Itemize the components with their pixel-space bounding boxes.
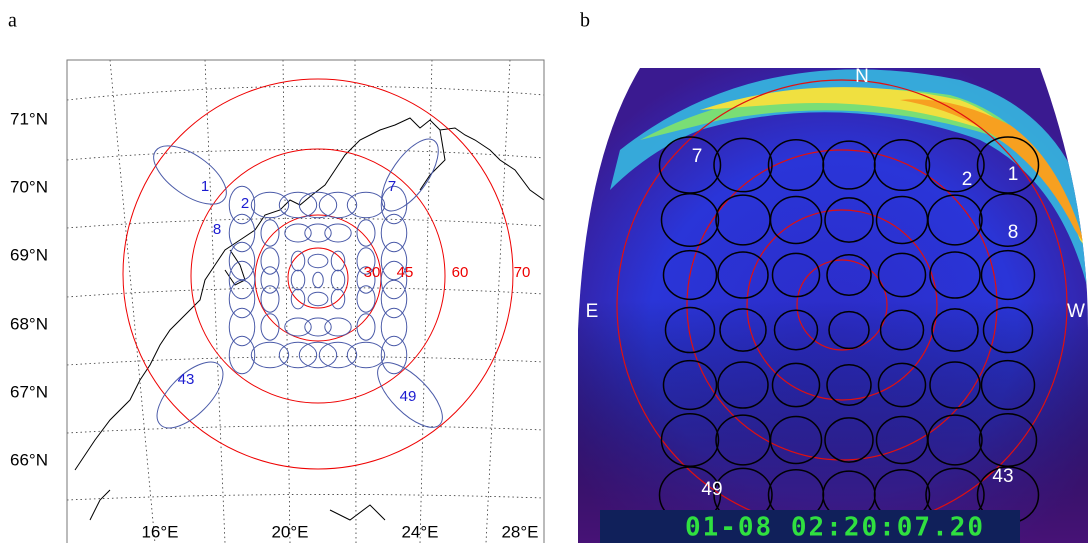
beam: [251, 192, 288, 218]
beam: [251, 342, 288, 368]
beam: [305, 318, 331, 336]
lat-label: 71°N: [10, 109, 48, 128]
beam-label: 49: [400, 388, 417, 405]
ring-label: 30: [364, 264, 381, 281]
lon-label: 24°E: [401, 522, 438, 541]
lon-label: 28°E: [501, 522, 538, 541]
coastline: [75, 118, 544, 520]
beam: [305, 224, 331, 242]
beam: [357, 286, 375, 312]
beam: [331, 270, 345, 290]
beam: [313, 272, 324, 287]
compass-label: N: [855, 66, 869, 87]
beam-label: 1: [1008, 164, 1019, 185]
lat-label: 66°N: [10, 450, 48, 469]
beam: [357, 314, 375, 340]
beam: [285, 318, 311, 336]
graticule: [67, 60, 544, 543]
beam: [261, 314, 279, 340]
beam: [308, 254, 328, 268]
ring-label: 70: [514, 264, 531, 281]
lon-label: 20°E: [271, 522, 308, 541]
longitude-labels: 16°E 20°E 24°E 28°E: [141, 522, 538, 541]
beam: [229, 308, 255, 345]
lon-label: 16°E: [141, 522, 178, 541]
beam: [325, 224, 351, 242]
figure: a 71°N 70°N 69°N 68°N 67°N 66°N 16°E 20°…: [0, 0, 1088, 543]
panel-label: b: [580, 10, 590, 32]
beam: [319, 342, 356, 368]
beam: [299, 342, 336, 368]
beam-label: 8: [1008, 222, 1019, 243]
beam: [279, 342, 316, 368]
panel-label: a: [8, 10, 17, 32]
beam: [347, 192, 384, 218]
beam: [381, 214, 407, 251]
latitude-labels: 71°N 70°N 69°N 68°N 67°N 66°N: [10, 109, 48, 469]
compass-label: W: [1067, 301, 1085, 322]
beam: [291, 270, 305, 290]
beam-label: 43: [178, 371, 195, 388]
beam: [357, 220, 375, 246]
lat-label: 67°N: [10, 382, 48, 401]
beam-label: 8: [213, 221, 221, 238]
beam: [331, 289, 345, 309]
beam: [261, 220, 279, 246]
lat-label: 69°N: [10, 245, 48, 264]
beam-label: 43: [992, 466, 1013, 487]
lat-label: 68°N: [10, 314, 48, 333]
map: [67, 60, 544, 543]
beam: [291, 289, 305, 309]
beam: [319, 192, 356, 218]
timestamp: 01-08 02:20:07.20: [685, 513, 985, 543]
compass-label: E: [586, 301, 599, 322]
beam-label: 7: [388, 178, 396, 195]
page: {"panels": [ {"label": "a", "latitude_la…: [0, 0, 1088, 543]
ring-label: 60: [452, 264, 469, 281]
beam: [381, 308, 407, 345]
beam: [347, 342, 384, 368]
beam-label: 2: [962, 169, 973, 190]
ring-label: 45: [397, 264, 414, 281]
beam: [261, 286, 279, 312]
beam: [299, 192, 336, 218]
beam-label: 49: [701, 479, 722, 500]
map-frame: [67, 60, 544, 543]
beam: [285, 224, 311, 242]
beam-label: 1: [201, 178, 209, 195]
beam: [325, 318, 351, 336]
lat-label: 70°N: [10, 177, 48, 196]
beam: [308, 292, 328, 306]
beam-label: 2: [241, 195, 249, 212]
beam-label: 7: [692, 146, 703, 167]
